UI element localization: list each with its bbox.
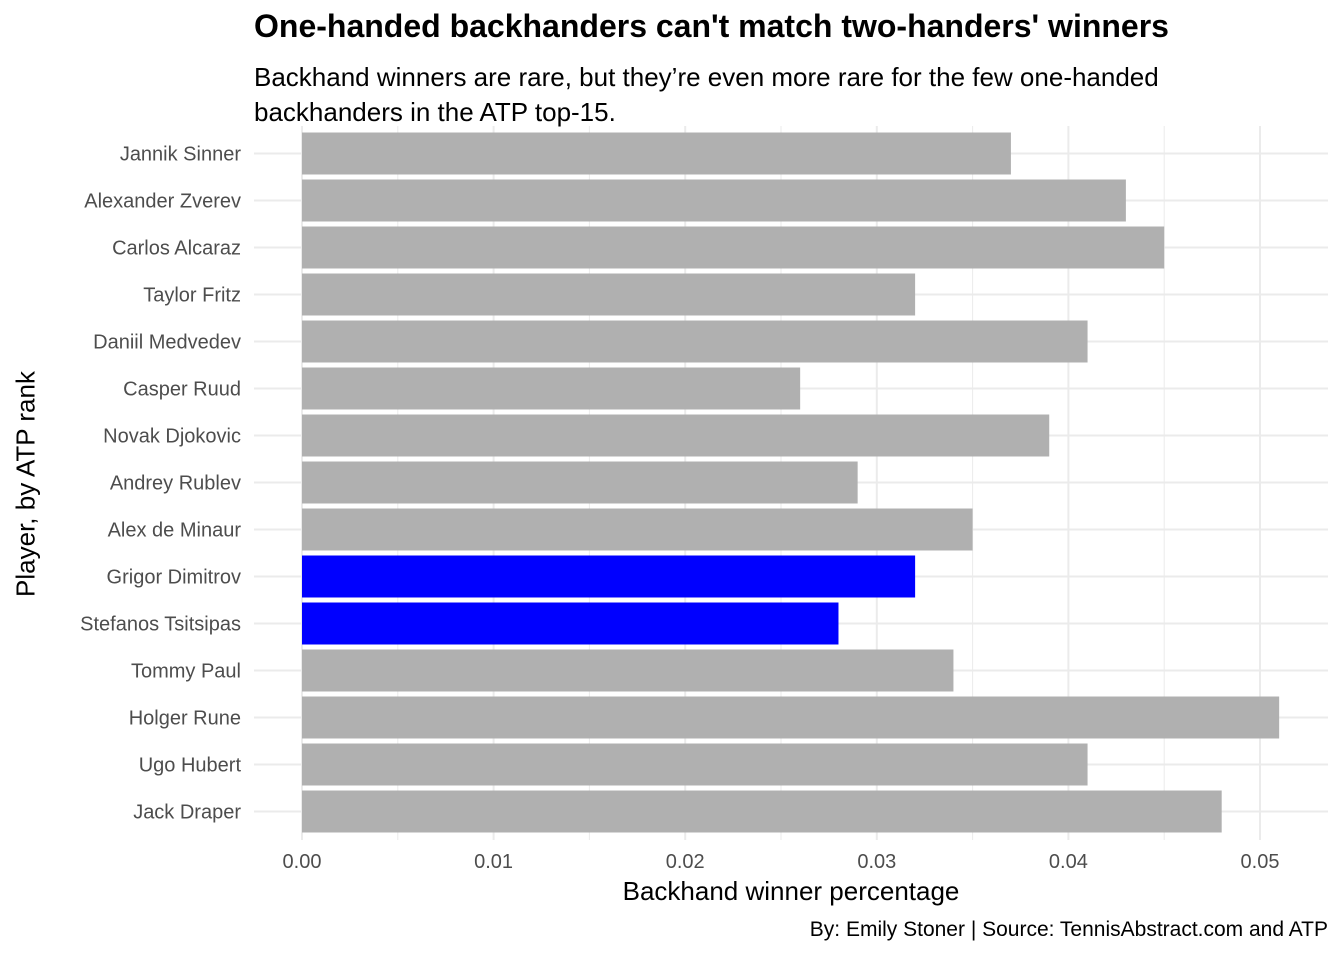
x-tick-label: 0.05 [1241,851,1280,873]
bars [302,132,1280,833]
y-tick-label: Casper Ruud [123,379,241,401]
bar-holger-rune [302,696,1280,739]
x-tick-labels: 0.00 0.01 0.02 0.03 0.04 0.05 [283,851,1280,873]
bar-ugo-hubert [302,743,1088,786]
bar-novak-djokovic [302,414,1050,457]
y-tick-label: Jannik Sinner [120,144,242,166]
bar-jannik-sinner [302,132,1011,175]
bar-taylor-fritz [302,273,916,316]
y-tick-label: Holger Rune [129,708,241,730]
y-tick-label: Grigor Dimitrov [107,567,241,589]
y-tick-label: Jack Draper [133,802,241,824]
bar-andrey-rublev [302,461,858,504]
chart-caption: By: Emily Stoner | Source: TennisAbstrac… [809,918,1328,941]
x-tick-label: 0.04 [1049,851,1088,873]
chart-title: One-handed backhanders can't match two-h… [254,8,1169,44]
bar-jack-draper [302,790,1222,833]
y-tick-label: Andrey Rublev [110,473,241,495]
bar-casper-ruud [302,367,801,410]
bar-daniil-medvedev [302,320,1088,363]
x-tick-label: 0.01 [474,851,513,873]
x-tick-label: 0.03 [857,851,896,873]
x-axis-label: Backhand winner percentage [622,876,960,906]
y-tick-label: Alexander Zverev [84,191,241,213]
y-tick-label: Ugo Hubert [139,755,242,777]
bar-grigor-dimitrov [302,555,916,598]
bar-carlos-alcaraz [302,226,1165,269]
bar-stefanos-tsitsipas [302,602,839,645]
y-tick-label: Novak Djokovic [103,426,241,448]
y-axis-label: Player, by ATP rank [10,371,41,597]
bar-tommy-paul [302,649,954,692]
y-tick-label: Tommy Paul [131,661,241,683]
y-tick-label: Carlos Alcaraz [112,238,241,260]
x-tick-label: 0.02 [666,851,705,873]
y-tick-label: Taylor Fritz [143,285,241,307]
bar-alexander-zverev [302,179,1126,222]
y-tick-labels: Jannik Sinner Alexander Zverev Carlos Alca… [80,144,241,824]
x-tick-label: 0.00 [283,851,322,873]
chart-subtitle: Backhand winners are rare, but they’re e… [254,62,1159,127]
bar-alex-de-minaur [302,508,973,551]
y-tick-label: Stefanos Tsitsipas [80,614,241,636]
y-tick-label: Daniil Medvedev [93,332,241,354]
y-tick-label: Alex de Minaur [108,520,242,542]
